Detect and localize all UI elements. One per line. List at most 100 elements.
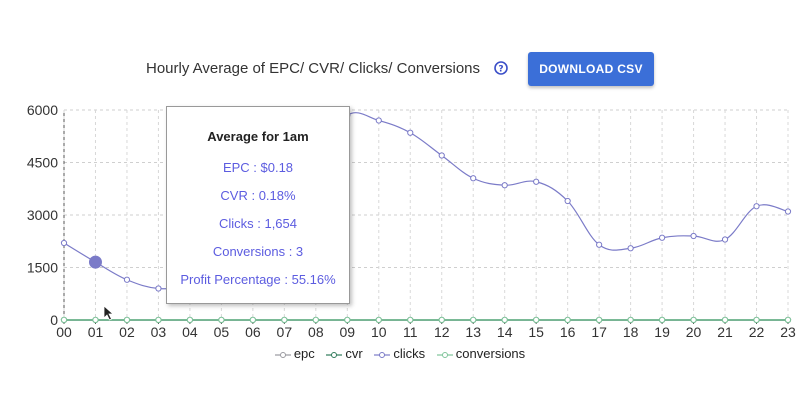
data-point-conversions[interactable] bbox=[438, 316, 445, 323]
x-tick-label: 21 bbox=[717, 324, 733, 340]
x-tick-label: 18 bbox=[623, 324, 639, 340]
highlighted-point[interactable] bbox=[88, 255, 102, 269]
data-point-conversions[interactable] bbox=[690, 316, 697, 323]
data-point-conversions[interactable] bbox=[155, 316, 162, 323]
data-point-conversions[interactable] bbox=[627, 316, 634, 323]
data-point-clicks[interactable] bbox=[60, 239, 68, 247]
chart-title: Hourly Average of EPC/ CVR/ Clicks/ Conv… bbox=[146, 60, 481, 77]
x-tick-label: 06 bbox=[245, 324, 261, 340]
data-point-clicks[interactable] bbox=[596, 241, 603, 248]
data-point-clicks[interactable] bbox=[375, 117, 382, 124]
legend-item-clicks[interactable]: clicks bbox=[374, 346, 425, 361]
data-point-clicks[interactable] bbox=[123, 276, 131, 283]
x-tick-label: 09 bbox=[340, 324, 356, 340]
data-point-conversions[interactable] bbox=[533, 316, 540, 323]
legend-epc-marker-icon bbox=[274, 351, 291, 358]
data-point-conversions[interactable] bbox=[501, 316, 508, 323]
data-point-conversions[interactable] bbox=[218, 316, 225, 323]
x-tick-label: 15 bbox=[528, 324, 544, 340]
mouse-cursor-icon bbox=[103, 305, 115, 321]
x-tick-label: 16 bbox=[560, 324, 576, 340]
chart-header: Hourly Average of EPC/ CVR/ Clicks/ Conv… bbox=[0, 52, 800, 88]
y-tick-label: 1500 bbox=[27, 260, 58, 276]
x-tick-label: 05 bbox=[214, 324, 230, 340]
data-point-conversions[interactable] bbox=[123, 316, 131, 323]
hover-tooltip: Average for 1am EPC : $0.18 CVR : 0.18% … bbox=[166, 106, 350, 304]
data-point-conversions[interactable] bbox=[281, 316, 288, 323]
legend-item-conversions[interactable]: conversions bbox=[436, 346, 526, 361]
x-tick-label: 22 bbox=[749, 324, 765, 340]
legend-clicks-marker-icon bbox=[374, 351, 391, 358]
data-point-clicks[interactable] bbox=[501, 182, 508, 189]
data-point-conversions[interactable] bbox=[596, 316, 603, 323]
data-point-clicks[interactable] bbox=[753, 203, 760, 210]
data-point-conversions[interactable] bbox=[375, 316, 382, 323]
x-tick-label: 14 bbox=[497, 324, 513, 340]
tooltip-profit-percentage: Profit Percentage : 55.16% bbox=[180, 272, 336, 287]
y-tick-label: 0 bbox=[50, 312, 58, 328]
x-axis-ticks: 00 01 02 03 04 05 06 07 08 09 10 11 12 13 14 15 16 17 18 19… bbox=[56, 324, 796, 340]
data-point-conversions[interactable] bbox=[92, 316, 99, 323]
x-tick-label: 00 bbox=[56, 324, 72, 340]
data-point-conversions[interactable] bbox=[344, 316, 351, 323]
data-point-conversions[interactable] bbox=[784, 316, 792, 323]
legend-conversions-marker-icon bbox=[436, 351, 453, 358]
question-circle-icon[interactable]: ? bbox=[494, 61, 508, 75]
x-tick-label: 04 bbox=[182, 324, 198, 340]
data-point-clicks[interactable] bbox=[784, 208, 792, 215]
data-point-clicks[interactable] bbox=[690, 232, 697, 240]
x-tick-label: 17 bbox=[591, 324, 607, 340]
tooltip-cvr: CVR : 0.18% bbox=[220, 188, 296, 203]
data-point-clicks[interactable] bbox=[533, 178, 540, 185]
data-point-conversions[interactable] bbox=[753, 316, 760, 323]
series-conversions bbox=[60, 316, 792, 323]
data-point-clicks[interactable] bbox=[155, 285, 162, 292]
data-point-conversions[interactable] bbox=[407, 316, 414, 323]
x-tick-label: 20 bbox=[686, 324, 702, 340]
data-point-conversions[interactable] bbox=[658, 316, 666, 323]
chart-legend: epc cvr clicks conversions bbox=[0, 346, 800, 361]
tooltip-title: Average for 1am bbox=[207, 129, 309, 144]
legend-label-conversions: conversions bbox=[455, 346, 526, 361]
x-tick-label: 08 bbox=[308, 324, 324, 340]
x-tick-label: 10 bbox=[371, 324, 387, 340]
data-point-conversions[interactable] bbox=[249, 316, 256, 323]
legend-item-epc[interactable]: epc bbox=[274, 346, 315, 361]
legend-label-epc: epc bbox=[293, 346, 315, 361]
y-tick-label: 3000 bbox=[27, 207, 58, 223]
data-point-conversions[interactable] bbox=[60, 316, 68, 323]
data-point-conversions[interactable] bbox=[186, 316, 194, 323]
legend-label-clicks: clicks bbox=[393, 346, 426, 361]
data-point-clicks[interactable] bbox=[438, 152, 445, 159]
x-tick-label: 13 bbox=[465, 324, 481, 340]
x-tick-label: 11 bbox=[403, 324, 418, 340]
y-tick-label: 4500 bbox=[27, 155, 58, 171]
x-tick-label: 03 bbox=[151, 324, 167, 340]
data-point-conversions[interactable] bbox=[564, 316, 571, 323]
x-tick-label: 23 bbox=[780, 324, 796, 340]
tooltip-clicks: Clicks : 1,654 bbox=[218, 216, 298, 231]
tooltip-conversions: Conversions : 3 bbox=[212, 244, 304, 259]
legend-cvr-marker-icon bbox=[326, 351, 343, 358]
data-point-clicks[interactable] bbox=[721, 236, 729, 243]
data-point-clicks[interactable] bbox=[407, 129, 414, 136]
data-point-clicks[interactable] bbox=[470, 175, 477, 182]
x-tick-label: 19 bbox=[654, 324, 670, 340]
x-tick-label: 01 bbox=[88, 324, 104, 340]
data-point-clicks[interactable] bbox=[658, 234, 666, 241]
legend-item-cvr[interactable]: cvr bbox=[326, 346, 363, 361]
x-tick-label: 02 bbox=[119, 324, 135, 340]
data-point-clicks[interactable] bbox=[627, 245, 634, 252]
chart-series bbox=[60, 112, 792, 324]
tooltip-epc: EPC : $0.18 bbox=[222, 160, 294, 175]
x-tick-label: 12 bbox=[434, 324, 450, 340]
data-point-conversions[interactable] bbox=[721, 316, 729, 323]
data-point-conversions[interactable] bbox=[470, 316, 477, 323]
data-point-clicks[interactable] bbox=[564, 197, 571, 205]
download-csv-button[interactable]: DOWNLOAD CSV bbox=[528, 52, 654, 86]
y-tick-label: 6000 bbox=[27, 102, 58, 118]
data-point-conversions[interactable] bbox=[312, 316, 319, 323]
x-tick-label: 07 bbox=[277, 324, 293, 340]
svg-text:?: ? bbox=[498, 65, 503, 75]
